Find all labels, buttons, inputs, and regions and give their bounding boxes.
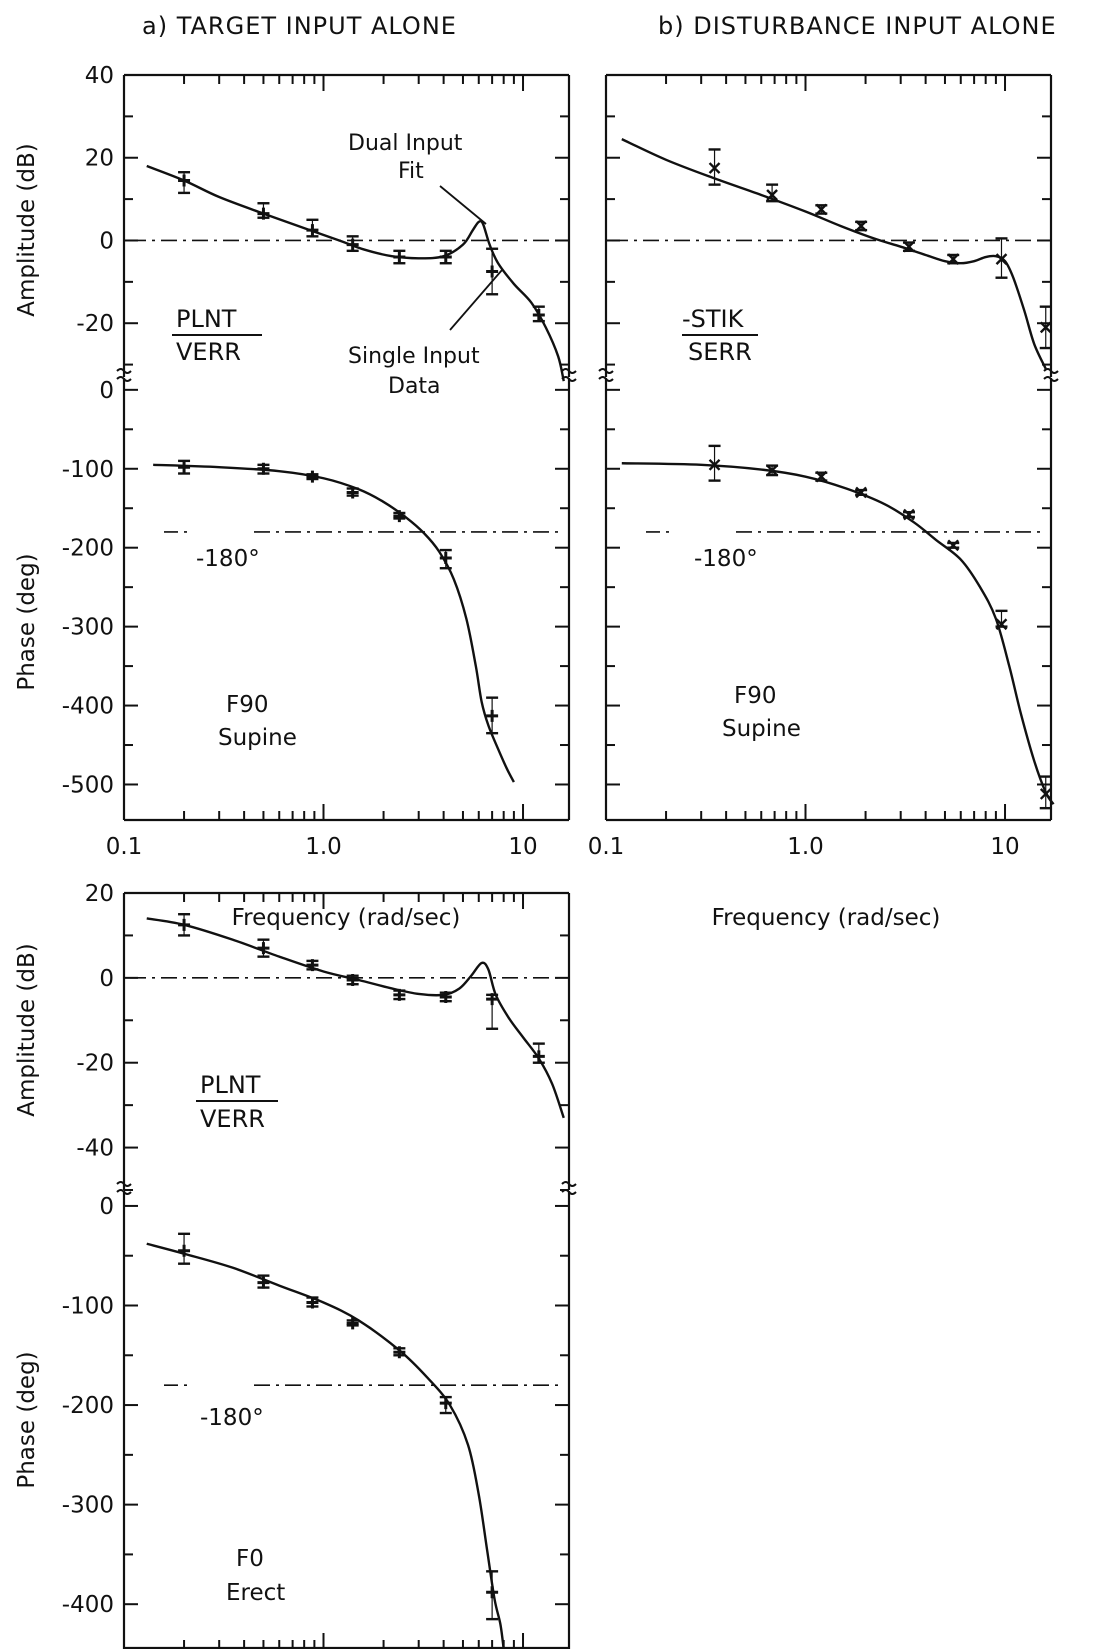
- data-point-a_amp: [178, 174, 190, 186]
- data-point-c_phase: [486, 1586, 498, 1598]
- fit-curve-c_phase: [147, 1244, 504, 1649]
- fraction-den-b: SERR: [688, 338, 752, 366]
- data-point-a_phase: [486, 710, 498, 722]
- y-tick-label-a_amp: 0: [99, 228, 114, 254]
- fraction-num-c: PLNT: [200, 1071, 261, 1099]
- case-label-b-1: F90: [734, 683, 777, 709]
- y-axis-label-c-phase: Phase (deg): [14, 1351, 40, 1488]
- data-point-a_phase: [178, 461, 190, 473]
- ref-label-a: -180°: [196, 546, 260, 572]
- panel-a-phase: 0 -100 -200 -300 -400 -500 0.1 1.0 10: [62, 378, 569, 860]
- case-label-a-1: F90: [226, 692, 269, 718]
- panel-b-amplitude: [599, 75, 1058, 381]
- data-point-a_amp: [306, 224, 318, 236]
- x-tick-label-a_phase: 10: [508, 834, 537, 860]
- panel-c-phase: 0 -100 -200 -300 -400: [62, 1191, 569, 1649]
- case-label-a-2: Supine: [218, 725, 297, 751]
- y-tick-label-c_phase: -400: [62, 1592, 114, 1618]
- data-point-a_amp: [533, 309, 545, 321]
- annotation-single-input: Single Input: [348, 344, 480, 369]
- case-label-c-1: F0: [236, 1546, 264, 1572]
- fraction-den-c: VERR: [200, 1105, 265, 1133]
- y-tick-label-c_amp: -20: [76, 1051, 114, 1077]
- panel-a-amplitude: 40 20 0 -20: [76, 63, 576, 381]
- x-tick-label-a_phase: 1.0: [305, 834, 342, 860]
- fraction-den-a: VERR: [176, 338, 241, 366]
- y-axis-label-a-amp: Amplitude (dB): [14, 143, 40, 317]
- y-tick-label-a_amp: 20: [85, 146, 114, 172]
- x-tick-label-b_phase: 0.1: [588, 834, 625, 860]
- title-disturbance-input: b) DISTURBANCE INPUT ALONE: [658, 12, 1057, 40]
- fit-curve-b_phase: [622, 463, 1054, 804]
- y-axis-label-a-phase: Phase (deg): [14, 553, 40, 690]
- annotation-dual-input: Dual Input: [348, 131, 463, 156]
- annotation-fit: Fit: [398, 159, 424, 184]
- y-tick-label-c_phase: -200: [62, 1393, 114, 1419]
- y-tick-label-a_phase: -500: [62, 772, 114, 798]
- y-tick-label-a_phase: -400: [62, 694, 114, 720]
- y-tick-label-a_amp: -20: [76, 311, 114, 337]
- title-target-input: a) TARGET INPUT ALONE: [142, 12, 457, 40]
- x-axis-label-b: Frequency (rad/sec): [712, 905, 941, 931]
- ref-label-c: -180°: [200, 1405, 264, 1431]
- arrow-dual-input: [440, 186, 486, 224]
- case-label-c-2: Erect: [226, 1580, 285, 1606]
- y-tick-label-a_phase: 0: [99, 378, 114, 404]
- fraction-num-b: -STIK: [682, 305, 745, 333]
- panel-b-phase: 0.1 1.0 10: [588, 378, 1054, 860]
- case-label-b-2: Supine: [722, 716, 801, 742]
- x-tick-label-b_phase: 1.0: [787, 834, 824, 860]
- y-tick-label-c_amp: 20: [85, 881, 114, 907]
- ref-label-b: -180°: [694, 546, 758, 572]
- y-tick-label-a_phase: -200: [62, 536, 114, 562]
- y-tick-label-a_phase: -100: [62, 457, 114, 483]
- y-tick-label-c_phase: -100: [62, 1294, 114, 1320]
- arrow-single-input: [450, 270, 502, 330]
- y-tick-label-c_amp: -40: [76, 1136, 114, 1162]
- fit-curve-a_phase: [153, 465, 514, 782]
- data-point-a_phase: [306, 471, 318, 483]
- data-point-a_amp: [393, 251, 405, 263]
- x-axis-label-a: Frequency (rad/sec): [232, 905, 461, 931]
- y-tick-label-a_amp: 40: [85, 63, 114, 89]
- data-point-c_amp: [178, 919, 190, 931]
- y-tick-label-c_phase: -300: [62, 1493, 114, 1519]
- x-tick-label-a_phase: 0.1: [106, 834, 143, 860]
- y-tick-label-a_phase: -300: [62, 615, 114, 641]
- y-tick-label-c_phase: 0: [99, 1194, 114, 1220]
- annotation-data: Data: [388, 374, 441, 399]
- y-tick-label-c_amp: 0: [99, 966, 114, 992]
- x-tick-label-b_phase: 10: [990, 834, 1019, 860]
- fraction-num-a: PLNT: [176, 305, 237, 333]
- y-axis-label-c-amp: Amplitude (dB): [14, 943, 40, 1117]
